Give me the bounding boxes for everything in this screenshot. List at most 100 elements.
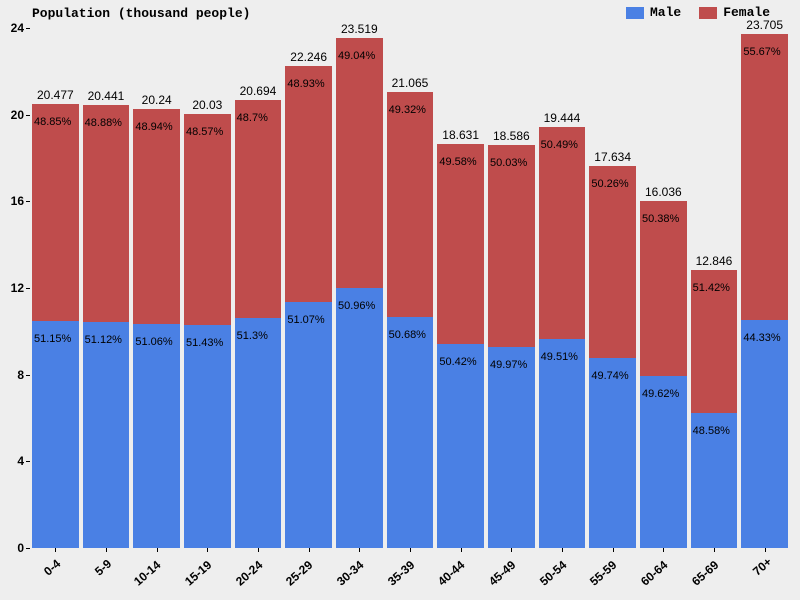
bar-total-label: 12.846	[685, 254, 744, 268]
bar-female-pct-label: 51.42%	[693, 282, 730, 294]
bar-male-pct-label: 48.58%	[693, 425, 730, 437]
bar-male	[387, 317, 434, 548]
legend-swatch	[699, 7, 717, 19]
bar-female	[83, 105, 130, 321]
bar-male-pct-label: 51.15%	[34, 333, 71, 345]
bar-male-pct-label: 51.12%	[85, 334, 122, 346]
bar-female	[133, 109, 180, 324]
x-tick-mark	[511, 548, 512, 552]
bar-male	[336, 288, 383, 548]
y-tick-label: 8	[0, 368, 24, 382]
bar-male-pct-label: 49.51%	[541, 351, 578, 363]
bar-female	[32, 104, 79, 321]
bar-female	[285, 66, 332, 302]
x-tick-label: 15-19	[182, 557, 214, 588]
bar-total-label: 22.246	[279, 50, 338, 64]
bar-female-pct-label: 50.26%	[591, 178, 628, 190]
bar-female	[539, 127, 586, 340]
bar-female	[387, 92, 434, 317]
bar-total-label: 23.705	[735, 18, 794, 32]
bar-female	[235, 100, 282, 318]
x-tick-label: 20-24	[233, 557, 265, 588]
bar-male-pct-label: 50.68%	[389, 329, 426, 341]
x-tick-label: 65-69	[689, 557, 721, 588]
bar-total-label: 20.694	[229, 84, 288, 98]
bar-male	[184, 325, 231, 548]
y-tick-mark	[26, 548, 30, 549]
bar-male	[640, 376, 687, 548]
bar-male-pct-label: 51.06%	[135, 336, 172, 348]
bar-female	[184, 114, 231, 325]
y-tick-label: 16	[0, 194, 24, 208]
bar-male-pct-label: 50.96%	[338, 300, 375, 312]
bar-male	[589, 358, 636, 548]
x-tick-label: 50-54	[537, 557, 569, 588]
bar-female	[741, 34, 788, 320]
x-tick-label: 40-44	[435, 557, 467, 588]
bar-male-pct-label: 50.42%	[439, 356, 476, 368]
y-tick-mark	[26, 461, 30, 462]
y-tick-mark	[26, 115, 30, 116]
bar-female	[589, 166, 636, 358]
x-tick-mark	[663, 548, 664, 552]
x-tick-label: 70+	[750, 555, 775, 579]
bar-female-pct-label: 48.93%	[287, 78, 324, 90]
x-tick-mark	[562, 548, 563, 552]
bar-male	[741, 320, 788, 548]
bar-female-pct-label: 48.57%	[186, 126, 223, 138]
bar-female	[640, 201, 687, 376]
bar-male-pct-label: 49.74%	[591, 370, 628, 382]
bar-female-pct-label: 50.03%	[490, 157, 527, 169]
y-tick-mark	[26, 28, 30, 29]
x-tick-label: 25-29	[283, 557, 315, 588]
bar-male-pct-label: 51.43%	[186, 337, 223, 349]
bar-male	[488, 347, 535, 548]
x-tick-mark	[207, 548, 208, 552]
legend-item: Male	[626, 5, 681, 20]
x-tick-label: 5-9	[92, 557, 114, 579]
bar-male-pct-label: 49.97%	[490, 359, 527, 371]
bar-male-pct-label: 51.3%	[237, 330, 268, 342]
y-tick-label: 0	[0, 541, 24, 555]
bar-total-label: 17.634	[583, 150, 642, 164]
x-tick-mark	[309, 548, 310, 552]
bar-male	[83, 322, 130, 548]
bar-male	[539, 339, 586, 548]
x-tick-label: 35-39	[385, 557, 417, 588]
bar-male	[437, 344, 484, 548]
x-tick-label: 0-4	[41, 557, 63, 579]
y-tick-mark	[26, 375, 30, 376]
x-tick-label: 55-59	[587, 557, 619, 588]
bar-male-pct-label: 51.07%	[287, 314, 324, 326]
bar-male	[285, 302, 332, 548]
y-tick-label: 12	[0, 281, 24, 295]
x-tick-label: 10-14	[131, 557, 163, 588]
bar-female-pct-label: 48.88%	[85, 117, 122, 129]
bar-female-pct-label: 50.38%	[642, 213, 679, 225]
y-tick-mark	[26, 288, 30, 289]
y-axis-title: Population (thousand people)	[32, 6, 250, 21]
bar-male	[133, 324, 180, 548]
bar-female-pct-label: 49.04%	[338, 50, 375, 62]
bar-female-pct-label: 49.32%	[389, 104, 426, 116]
bar-male	[32, 321, 79, 548]
bar-total-label: 23.519	[330, 22, 389, 36]
x-tick-mark	[55, 548, 56, 552]
x-tick-label: 45-49	[486, 557, 518, 588]
bar-female	[437, 144, 484, 344]
y-tick-mark	[26, 201, 30, 202]
x-tick-mark	[359, 548, 360, 552]
bar-female	[336, 38, 383, 288]
bar-male-pct-label: 44.33%	[743, 332, 780, 344]
legend-swatch	[626, 7, 644, 19]
x-tick-mark	[765, 548, 766, 552]
x-tick-label: 30-34	[334, 557, 366, 588]
bar-total-label: 21.065	[381, 76, 440, 90]
x-tick-mark	[461, 548, 462, 552]
bar-female-pct-label: 48.94%	[135, 121, 172, 133]
bar-total-label: 18.586	[482, 129, 541, 143]
y-tick-label: 4	[0, 454, 24, 468]
bar-total-label: 19.444	[533, 111, 592, 125]
bar-female-pct-label: 49.58%	[439, 156, 476, 168]
x-tick-mark	[157, 548, 158, 552]
